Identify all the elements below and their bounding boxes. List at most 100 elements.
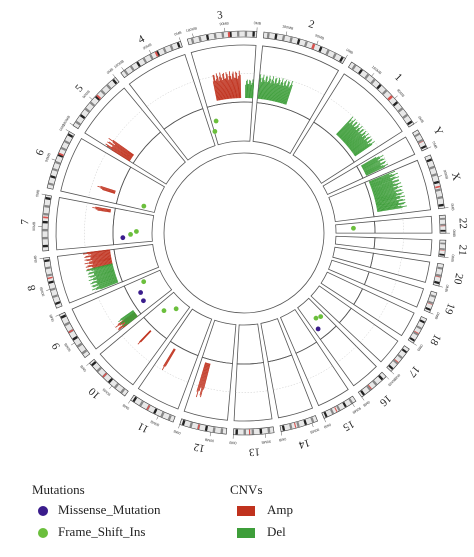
- cnv-del-bar: [342, 129, 357, 142]
- centromere: [68, 329, 74, 334]
- tick-mark: [361, 396, 365, 401]
- cnv-amp-bar: [218, 76, 224, 100]
- ideogram-band: [44, 204, 50, 208]
- tick-label: 90MB: [142, 42, 153, 50]
- centromere: [418, 140, 424, 144]
- cnv-del-bar: [361, 156, 380, 167]
- cnv-del-bar: [271, 77, 278, 102]
- cnv-del-bar: [124, 314, 137, 324]
- cnv-del-bar: [90, 270, 115, 278]
- cnv-del-bar: [284, 85, 291, 105]
- tick-mark: [390, 371, 395, 375]
- centromere: [435, 275, 441, 278]
- cnv-del-bar: [374, 192, 397, 199]
- cnv-amp-bar: [100, 187, 116, 194]
- frameshift-dot: [351, 225, 356, 231]
- cnv-amp-bar: [92, 207, 111, 211]
- ideogram-band: [45, 196, 51, 201]
- ideogram-band: [44, 259, 50, 263]
- ideogram-band: [414, 132, 420, 138]
- cnv-del-bar: [268, 79, 273, 101]
- cnv-del-bar: [275, 84, 281, 102]
- ideogram-band: [100, 89, 106, 96]
- cnv-del-bar: [352, 138, 373, 154]
- mutation-track-chr-10: [143, 291, 191, 340]
- tick-mark: [323, 418, 326, 423]
- cnv-amp-bar: [140, 330, 152, 343]
- tick-mark: [371, 73, 375, 77]
- cnv-del-bar: [92, 278, 117, 288]
- cnv-track-chr-13: [233, 362, 273, 422]
- tick-mark: [352, 403, 355, 407]
- cnv-del-bar: [284, 81, 294, 105]
- ideogram-band: [64, 140, 70, 145]
- centromere: [311, 43, 316, 50]
- ideogram-band: [84, 107, 91, 113]
- cnv-del-bar: [120, 310, 134, 320]
- cnv-amp-bar: [111, 149, 130, 162]
- ideogram-band: [439, 217, 446, 220]
- cnv-amp-bar: [212, 75, 219, 101]
- cnv-track: [83, 70, 407, 398]
- cnv-del-bar: [121, 314, 137, 327]
- tick-mark: [280, 431, 283, 436]
- cnv-del-bar: [349, 136, 367, 150]
- ideogram-band: [376, 84, 382, 90]
- chromosome-label-6: 6: [34, 147, 47, 157]
- cnv-del-bar: [91, 264, 114, 271]
- tick-mark: [413, 343, 417, 346]
- cnv-del-bar: [369, 172, 399, 185]
- mutation-track-chr-2: [252, 102, 311, 155]
- frameshift-dot: [141, 279, 147, 285]
- cnv-track-chr-20: [369, 252, 431, 283]
- cnv-amp-bar: [97, 209, 111, 213]
- ideogram-band: [60, 314, 67, 319]
- mutation-track-chr-5: [132, 131, 186, 185]
- centromere: [434, 185, 441, 189]
- inner-circle: [163, 152, 325, 314]
- ideogram-band: [434, 280, 440, 285]
- ideogram-band: [402, 113, 408, 119]
- ideogram-chr-12: [179, 418, 228, 435]
- cnv-amp-bar: [84, 253, 111, 258]
- cnv-amp-bar: [139, 330, 151, 343]
- ideogram-ring: 0MB90MB180MB0MB90MB180MB0MB90MB180MB0MB9…: [32, 21, 456, 445]
- ideogram-band: [296, 38, 301, 45]
- ideogram-band: [251, 429, 255, 435]
- cnv-del-bar: [100, 281, 119, 290]
- tick-label: 90MB: [261, 439, 271, 444]
- mutation-track-chr-X: [328, 181, 375, 223]
- mutation-track: [120, 118, 356, 332]
- cnv-del-bar: [375, 198, 403, 206]
- ideogram-band: [433, 180, 440, 185]
- cnv-amp-bar: [92, 256, 112, 262]
- ideogram-band: [79, 114, 86, 119]
- cnv-del-bar: [348, 135, 366, 149]
- ideogram-band: [281, 35, 286, 41]
- frameshift-dot: [134, 229, 139, 234]
- cnv-del-bar: [260, 74, 265, 100]
- ideogram-chr-1: [347, 61, 415, 128]
- cnv-track-chr-21: [373, 237, 433, 256]
- chromosome-label-17: 17: [405, 363, 422, 379]
- cnv-guideline: [273, 381, 303, 390]
- ideogram-band: [289, 423, 293, 430]
- cnv-del-bar: [261, 80, 265, 100]
- tick-mark: [394, 95, 398, 99]
- chromosome-label-16: 16: [377, 392, 394, 409]
- ideogram-band: [440, 229, 446, 232]
- cnv-del-bar: [377, 205, 407, 212]
- cnv-del-bar: [280, 85, 287, 104]
- legend-label-amp: Amp: [267, 502, 293, 517]
- cnv-del-bar: [276, 82, 282, 103]
- cnv-amp-bar: [92, 259, 112, 265]
- ideogram-band: [113, 383, 120, 389]
- cnv-del-bar: [92, 271, 115, 279]
- chromosome-label-22: 22: [457, 218, 469, 230]
- cnv-amp-bar: [95, 208, 111, 212]
- ideogram-band: [50, 175, 56, 179]
- ideogram-band: [439, 248, 445, 251]
- mutation-track-chr-1: [292, 121, 355, 184]
- frameshift-dot: [128, 231, 133, 237]
